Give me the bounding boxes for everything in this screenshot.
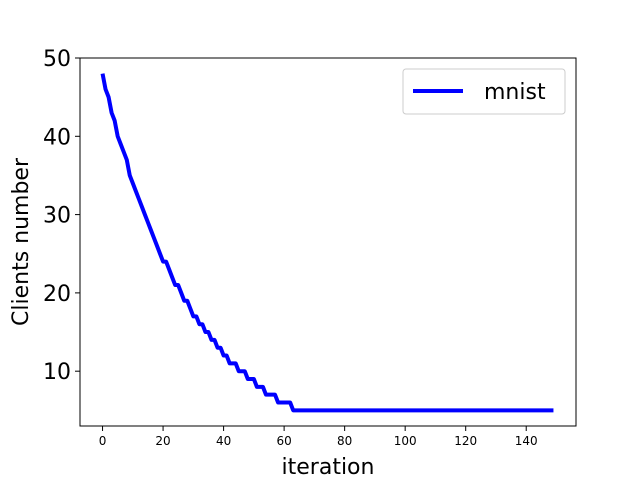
plot-area: [79, 57, 577, 427]
x-tick-label: 0: [99, 434, 107, 448]
y-tick-label: 30: [43, 204, 71, 229]
x-tick-label: 140: [515, 434, 538, 448]
x-tick-label: 40: [216, 434, 231, 448]
y-tick-label: 10: [43, 360, 71, 385]
x-axis: 0 20 40 60 80 100 120 140: [99, 426, 538, 448]
y-tick-label: 40: [43, 125, 71, 150]
series-line-mnist: [100, 73, 554, 413]
legend-box: [402, 68, 566, 115]
x-axis-title: iteration: [282, 455, 375, 480]
series-layer: [100, 73, 554, 413]
y-axis-title: Clients number: [9, 157, 34, 326]
legend: mnist: [402, 68, 566, 115]
x-tick-label: 80: [337, 434, 352, 448]
y-tick-label: 20: [43, 282, 71, 307]
x-tick-label: 60: [276, 434, 291, 448]
x-tick-label: 20: [155, 434, 170, 448]
legend-label-mnist: mnist: [484, 80, 546, 105]
x-tick-label: 120: [454, 434, 477, 448]
y-tick-label: 50: [43, 47, 71, 72]
x-tick-label: 100: [394, 434, 417, 448]
y-axis: 10 20 30 40 50: [43, 47, 80, 385]
